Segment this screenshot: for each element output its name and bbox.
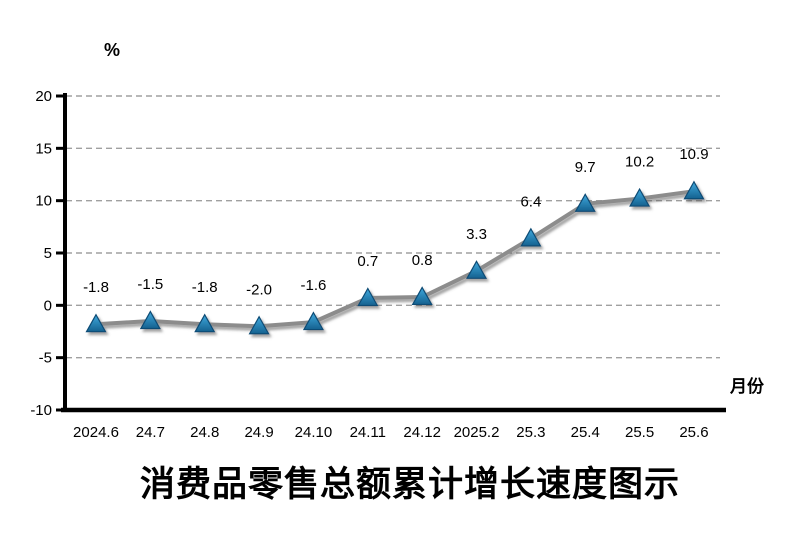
series-line bbox=[95, 189, 695, 329]
data-point-label: -1.5 bbox=[137, 276, 163, 293]
data-point-label: -2.0 bbox=[246, 281, 272, 298]
data-point-marker bbox=[465, 260, 488, 279]
x-axis-tick-label: 24.10 bbox=[295, 424, 333, 441]
data-point-label: 6.4 bbox=[520, 193, 541, 210]
data-point-label: 3.3 bbox=[466, 226, 487, 243]
data-series bbox=[85, 180, 705, 335]
x-axis-tick-label: 24.11 bbox=[350, 424, 386, 441]
data-point-marker bbox=[139, 310, 161, 330]
x-axis-tick-label: 25.3 bbox=[516, 424, 545, 441]
x-axis-tick-label: 25.4 bbox=[571, 424, 600, 441]
data-point-label: -1.8 bbox=[83, 279, 109, 296]
data-point-marker bbox=[248, 315, 270, 335]
data-point-marker bbox=[85, 313, 107, 333]
data-point-label: 10.9 bbox=[679, 146, 708, 163]
data-point-label: 0.7 bbox=[357, 253, 378, 270]
y-axis-tick-label: 20 bbox=[35, 88, 52, 105]
data-point-marker bbox=[520, 227, 542, 247]
y-axis-tick-label: 5 bbox=[44, 245, 52, 262]
x-axis-tick-label: 24.12 bbox=[403, 424, 441, 441]
data-point-marker bbox=[629, 187, 651, 207]
x-axis-tick-label: 24.9 bbox=[244, 424, 273, 441]
y-axis-tick-label: -5 bbox=[39, 350, 52, 367]
x-axis-tick-label: 24.8 bbox=[190, 424, 219, 441]
y-axis-tick-label: 0 bbox=[44, 297, 52, 314]
chart-title: 消费品零售总额累计增长速度图示 bbox=[139, 465, 680, 504]
x-axis-tick-label: 25.6 bbox=[679, 424, 708, 441]
data-point-marker bbox=[411, 286, 433, 306]
x-axis-tick-label: 24.7 bbox=[136, 424, 165, 441]
x-axis-title: 月份 bbox=[730, 377, 764, 396]
data-point-label: -1.6 bbox=[301, 277, 327, 294]
data-point-marker bbox=[683, 180, 705, 200]
y-axis-tick-label: 15 bbox=[35, 140, 52, 157]
y-axis-title: % bbox=[104, 40, 121, 60]
data-point-marker bbox=[194, 313, 216, 333]
x-axis-tick-label: 2025.2 bbox=[454, 424, 500, 441]
data-point-marker bbox=[574, 193, 596, 212]
data-point-marker bbox=[357, 287, 379, 307]
data-point-label: -1.8 bbox=[192, 279, 218, 296]
x-axis-tick-label: 25.5 bbox=[625, 424, 654, 441]
data-point-label: 0.8 bbox=[412, 252, 433, 269]
y-axis-tick-label: -10 bbox=[30, 402, 52, 419]
data-point-marker bbox=[302, 311, 324, 331]
data-point-label: 10.2 bbox=[625, 154, 654, 171]
x-axis-tick-label: 2024.6 bbox=[73, 424, 119, 441]
y-axis-tick-label: 10 bbox=[35, 193, 52, 210]
data-point-label: 9.7 bbox=[575, 159, 596, 176]
